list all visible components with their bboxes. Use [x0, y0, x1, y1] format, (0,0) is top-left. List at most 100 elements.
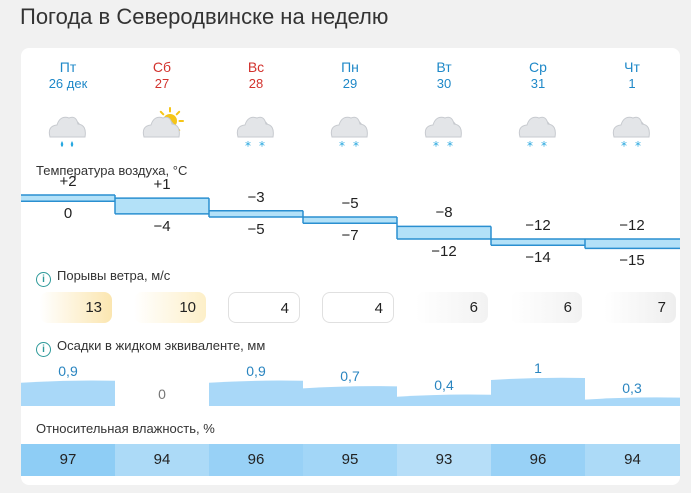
day-date: 27 — [154, 76, 170, 91]
svg-text:*: * — [635, 139, 641, 153]
temp-min-label: −4 — [153, 217, 171, 235]
snowflakes-icon: * * — [339, 139, 359, 153]
day-date: 29 — [342, 76, 358, 91]
humidity-row: 97 94 96 95 93 96 94 — [21, 444, 680, 476]
humidity-cell: 97 — [21, 444, 115, 476]
temperature-chart — [21, 194, 680, 250]
precipitation-label: i Осадки в жидком эквиваленте, мм — [36, 338, 265, 357]
temp-min-label: −14 — [525, 249, 551, 267]
wind-gust-cell: 10 — [134, 292, 206, 323]
wind-gust-cell: 4 — [322, 292, 394, 323]
temp-max-label: −8 — [435, 204, 453, 222]
day-name: Вс — [247, 59, 265, 75]
temp-max-label: −3 — [247, 188, 265, 206]
day-name: Ср — [529, 59, 547, 75]
weather-icon: * * — [585, 104, 679, 156]
weather-icon: * * — [303, 104, 397, 156]
wind-gust-cell: 6 — [416, 292, 488, 323]
page-title: Погода в Северодвинске на неделю — [20, 4, 389, 29]
wind-gust-cell: 13 — [40, 292, 112, 323]
wind-gust-cell: 7 — [604, 292, 676, 323]
day-date: 1 — [628, 76, 636, 91]
day-date: 26 дек — [48, 76, 88, 91]
temperature-range-bar — [303, 216, 397, 224]
cloud-icon — [142, 116, 180, 138]
temperature-range-bar — [209, 210, 303, 217]
humidity-label: Относительная влажность, % — [36, 421, 215, 436]
svg-text:*: * — [353, 139, 359, 153]
precipitation-value: 0,9 — [246, 362, 266, 379]
weather-icon — [115, 104, 209, 156]
info-icon[interactable]: i — [36, 342, 51, 357]
svg-text:*: * — [541, 139, 547, 153]
precipitation-bar — [21, 380, 115, 406]
weather-icon — [21, 104, 115, 156]
info-icon[interactable]: i — [36, 272, 51, 287]
weather-icon: * * — [209, 104, 303, 156]
cloud-icon — [424, 116, 462, 138]
temperature-range-bar — [115, 198, 209, 214]
day-name: Пт — [59, 59, 77, 75]
precipitation-value: 0,7 — [340, 368, 360, 385]
cloud-icon — [48, 116, 86, 138]
temperature-range-bar — [21, 195, 115, 202]
day-name: Чт — [624, 59, 640, 75]
precipitation-value: 0,4 — [434, 376, 454, 393]
precipitation-value: 1 — [534, 360, 542, 376]
humidity-cell: 95 — [303, 444, 397, 476]
day-date: 28 — [248, 76, 264, 91]
humidity-cell: 94 — [585, 444, 680, 476]
temp-min-label: −15 — [619, 252, 645, 270]
wind-gust-label-text: Порывы ветра, м/с — [57, 268, 171, 283]
precipitation-label-text: Осадки в жидком эквиваленте, мм — [57, 338, 266, 353]
svg-text:*: * — [447, 139, 453, 153]
precipitation-bar — [209, 380, 303, 406]
cloud-icon — [330, 116, 368, 138]
svg-text:*: * — [527, 139, 533, 153]
temp-max-label: −12 — [525, 216, 551, 234]
weather-icon: * * — [491, 104, 585, 156]
temp-min-label: −5 — [247, 220, 265, 238]
precipitation-bar — [397, 394, 491, 406]
day-date: 30 — [436, 76, 452, 91]
temperature-range-bar — [585, 238, 680, 249]
snowflakes-icon: * * — [433, 139, 453, 153]
temp-max-label: −12 — [619, 216, 645, 234]
cloud-icon — [612, 116, 650, 138]
wind-gust-label: i Порывы ветра, м/с — [36, 268, 170, 287]
precipitation-bar — [585, 397, 680, 406]
snowflakes-icon: * * — [245, 139, 265, 153]
precipitation-value: 0,3 — [622, 379, 642, 396]
humidity-cell: 93 — [397, 444, 491, 476]
temp-max-label: +1 — [153, 176, 171, 194]
day-name: Пн — [341, 59, 359, 75]
precipitation-value: 0,9 — [58, 362, 78, 379]
day-date: 31 — [530, 76, 546, 91]
temp-max-label: +2 — [59, 173, 77, 190]
svg-text:*: * — [339, 139, 345, 153]
cloud-icon — [518, 116, 556, 138]
rain-drops-icon — [60, 141, 74, 147]
wind-gust-cell: 6 — [510, 292, 582, 323]
precipitation-bar — [303, 386, 397, 406]
precipitation-chart — [21, 377, 680, 406]
snowflakes-icon: * * — [621, 139, 641, 153]
humidity-cell: 96 — [209, 444, 303, 476]
day-name: Сб — [152, 59, 172, 75]
svg-text:*: * — [433, 139, 439, 153]
temperature-label: Температура воздуха, °C — [36, 163, 188, 178]
temp-max-label: −5 — [341, 194, 359, 212]
temp-min-label: −12 — [431, 242, 457, 260]
svg-text:*: * — [621, 139, 627, 153]
temperature-range-bar — [397, 226, 491, 239]
day-name: Вт — [436, 59, 452, 75]
snowflakes-icon: * * — [527, 139, 547, 153]
temp-min-label: 0 — [63, 205, 73, 223]
temp-min-label: −7 — [341, 227, 359, 245]
humidity-cell: 96 — [491, 444, 585, 476]
temperature-range-bar — [491, 238, 585, 246]
forecast-card: Пт 26 дек Сб 27 Вс 28 * * Пн 29 * * Вт 30 * * Ср 31 * * Чт 1 *… — [21, 48, 680, 485]
cloud-icon — [236, 116, 274, 138]
weather-icon: * * — [397, 104, 491, 156]
humidity-cell: 94 — [115, 444, 209, 476]
